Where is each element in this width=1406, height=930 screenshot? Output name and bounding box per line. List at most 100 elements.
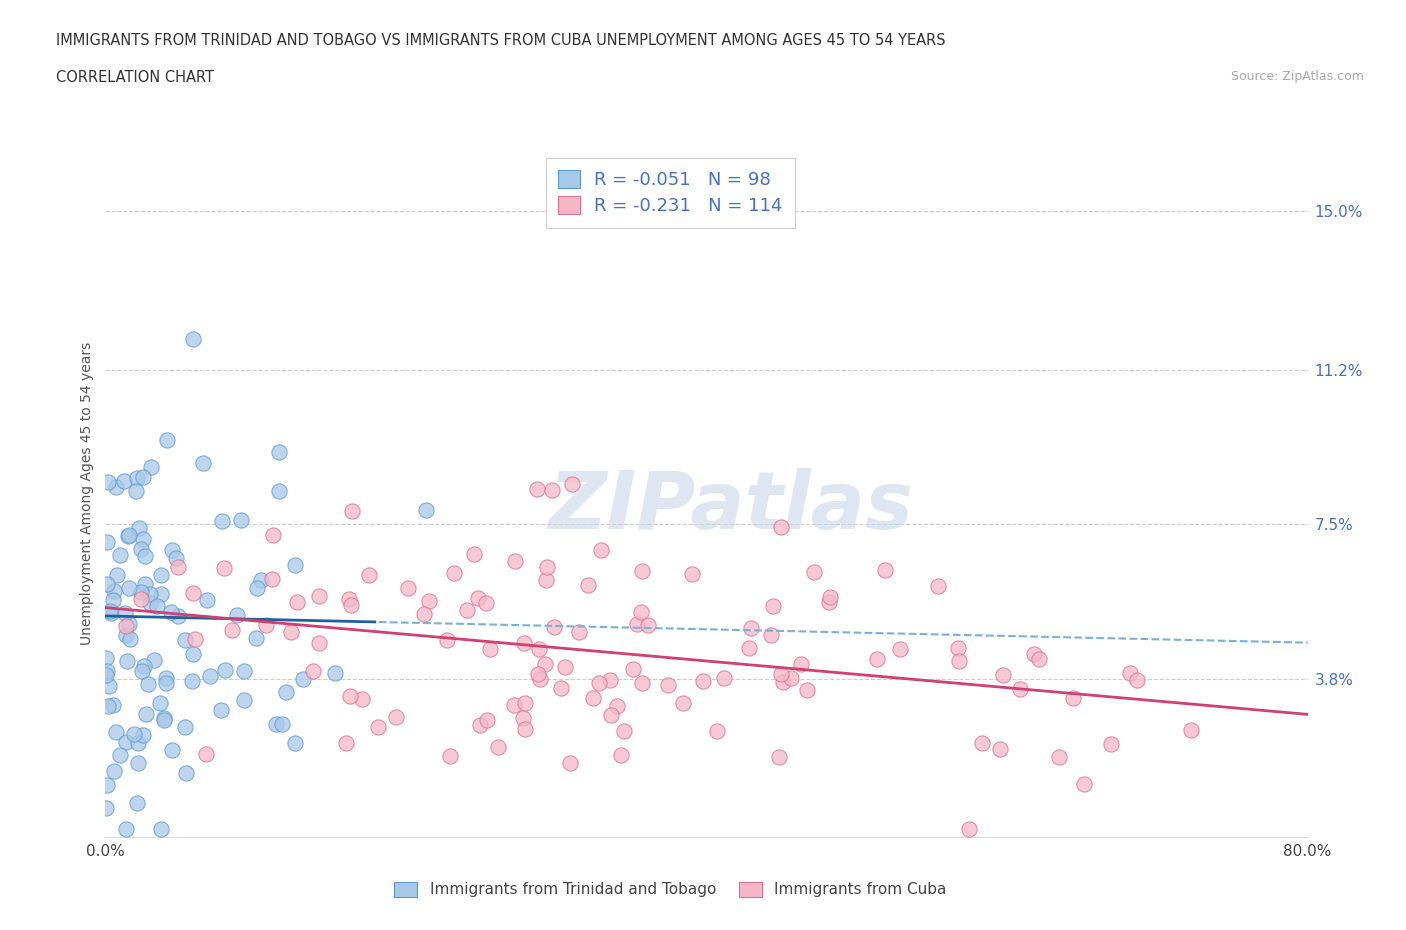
Point [513, 635, 536, 650]
Point [770, 520, 793, 535]
Point [267, 445, 290, 459]
Point [134, 577, 156, 591]
Point [150, 821, 173, 836]
Point [637, 618, 659, 632]
Point [475, 712, 498, 727]
Point [264, 716, 287, 731]
Point [927, 578, 949, 593]
Point [173, 632, 195, 647]
Point [1047, 750, 1070, 764]
Point [308, 589, 330, 604]
Point [768, 749, 790, 764]
Point [115, 821, 138, 836]
Point [233, 664, 256, 679]
Point [1024, 646, 1046, 661]
Point [103, 764, 125, 778]
Point [122, 726, 145, 741]
Point [599, 672, 621, 687]
Point [97, 698, 120, 713]
Point [740, 621, 762, 636]
Point [245, 631, 267, 645]
Point [254, 618, 277, 632]
Point [221, 622, 243, 637]
Point [269, 484, 291, 498]
Point [194, 746, 217, 761]
Point [948, 654, 970, 669]
Point [249, 572, 271, 587]
Point [167, 560, 190, 575]
Point [226, 607, 249, 622]
Point [626, 617, 648, 631]
Point [132, 470, 155, 485]
Point [630, 604, 652, 619]
Point [101, 698, 124, 712]
Point [738, 640, 761, 655]
Point [176, 765, 198, 780]
Point [128, 521, 150, 536]
Text: ZIPatlas: ZIPatlas [548, 468, 912, 546]
Point [142, 652, 165, 667]
Point [772, 675, 794, 690]
Point [342, 504, 364, 519]
Point [762, 599, 785, 614]
Point [183, 632, 205, 647]
Point [770, 667, 793, 682]
Point [212, 561, 235, 576]
Point [988, 741, 1011, 756]
Point [1008, 682, 1031, 697]
Point [536, 560, 558, 575]
Point [96, 664, 118, 679]
Point [96, 777, 118, 792]
Point [512, 711, 534, 725]
Point [274, 684, 297, 699]
Point [94, 668, 117, 683]
Point [214, 663, 236, 678]
Point [181, 673, 204, 688]
Point [134, 548, 156, 563]
Point [149, 696, 172, 711]
Point [339, 689, 361, 704]
Point [101, 592, 124, 607]
Point [165, 551, 187, 565]
Point [160, 604, 183, 619]
Point [367, 719, 389, 734]
Point [443, 565, 465, 580]
Point [153, 711, 176, 726]
Point [131, 532, 153, 547]
Point [561, 477, 583, 492]
Point [568, 624, 591, 639]
Point [970, 736, 993, 751]
Point [957, 821, 980, 836]
Point [486, 739, 509, 754]
Y-axis label: Unemployment Among Ages 45 to 54 years: Unemployment Among Ages 45 to 54 years [80, 341, 94, 644]
Point [576, 578, 599, 592]
Point [114, 619, 136, 634]
Point [160, 542, 183, 557]
Point [412, 606, 434, 621]
Point [818, 590, 841, 604]
Point [118, 527, 141, 542]
Point [125, 471, 148, 485]
Point [439, 749, 461, 764]
Text: IMMIGRANTS FROM TRINIDAD AND TOBAGO VS IMMIGRANTS FROM CUBA UNEMPLOYMENT AMONG A: IMMIGRANTS FROM TRINIDAD AND TOBAGO VS I… [56, 33, 946, 47]
Point [589, 543, 612, 558]
Point [139, 587, 162, 602]
Point [117, 529, 139, 544]
Point [534, 657, 557, 671]
Point [456, 603, 478, 618]
Point [550, 681, 572, 696]
Point [503, 553, 526, 568]
Point [138, 596, 160, 611]
Point [803, 565, 825, 579]
Point [181, 647, 204, 662]
Point [337, 591, 360, 606]
Point [150, 567, 173, 582]
Point [167, 608, 190, 623]
Point [759, 628, 782, 643]
Legend: Immigrants from Trinidad and Tobago, Immigrants from Cuba: Immigrants from Trinidad and Tobago, Imm… [387, 874, 955, 905]
Point [418, 593, 440, 608]
Point [1073, 777, 1095, 791]
Point [195, 592, 218, 607]
Point [780, 671, 803, 685]
Point [527, 641, 550, 656]
